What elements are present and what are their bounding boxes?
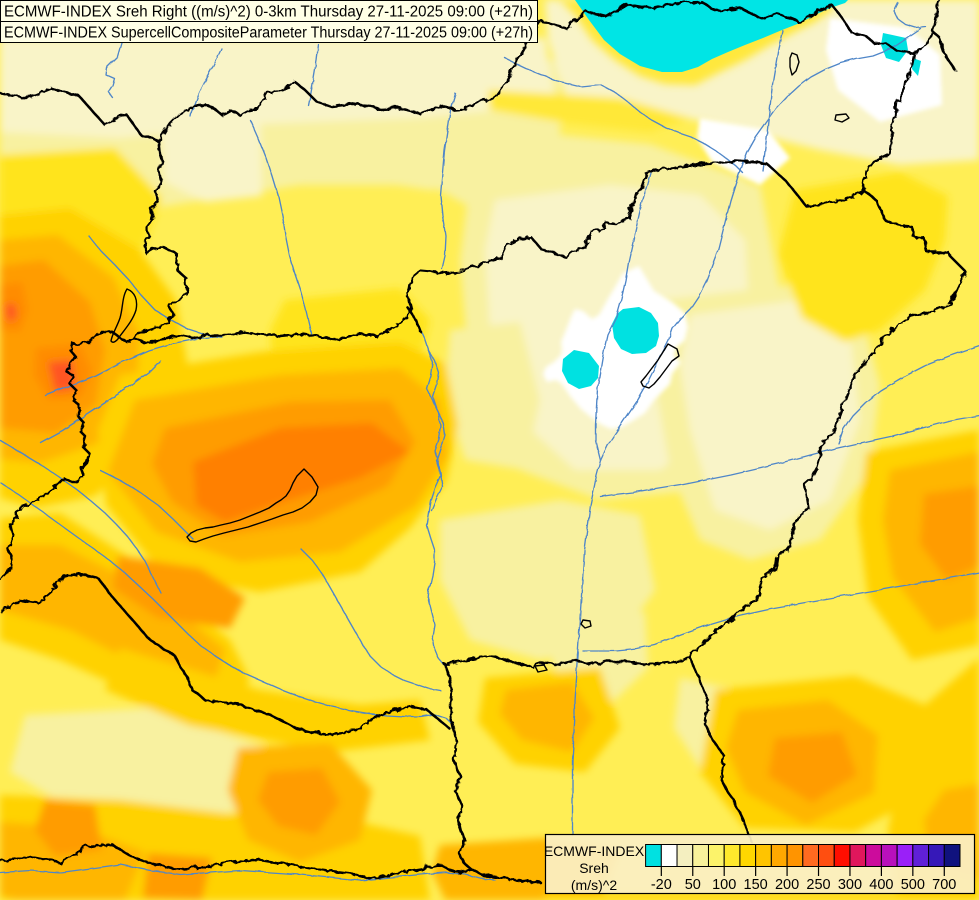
svg-text:ECMWF-INDEX SupercellComposite: ECMWF-INDEX SupercellCompositeParameter … bbox=[4, 25, 533, 42]
svg-text:ECMWF-INDEX Sreh Right ((m/s)^: ECMWF-INDEX Sreh Right ((m/s)^2) 0-3km T… bbox=[4, 4, 533, 21]
svg-text:100: 100 bbox=[712, 877, 736, 893]
svg-text:500: 500 bbox=[901, 877, 925, 893]
svg-text:700: 700 bbox=[932, 877, 956, 893]
svg-text:400: 400 bbox=[869, 877, 893, 893]
svg-text:ECMWF-INDEX: ECMWF-INDEX bbox=[544, 843, 645, 859]
svg-text:250: 250 bbox=[806, 877, 830, 893]
svg-text:Sreh: Sreh bbox=[579, 860, 609, 876]
svg-text:150: 150 bbox=[744, 877, 768, 893]
svg-text:50: 50 bbox=[685, 877, 701, 893]
svg-text:(m/s)^2: (m/s)^2 bbox=[571, 877, 617, 893]
svg-text:-20: -20 bbox=[651, 877, 672, 893]
svg-text:200: 200 bbox=[775, 877, 799, 893]
svg-text:300: 300 bbox=[838, 877, 862, 893]
